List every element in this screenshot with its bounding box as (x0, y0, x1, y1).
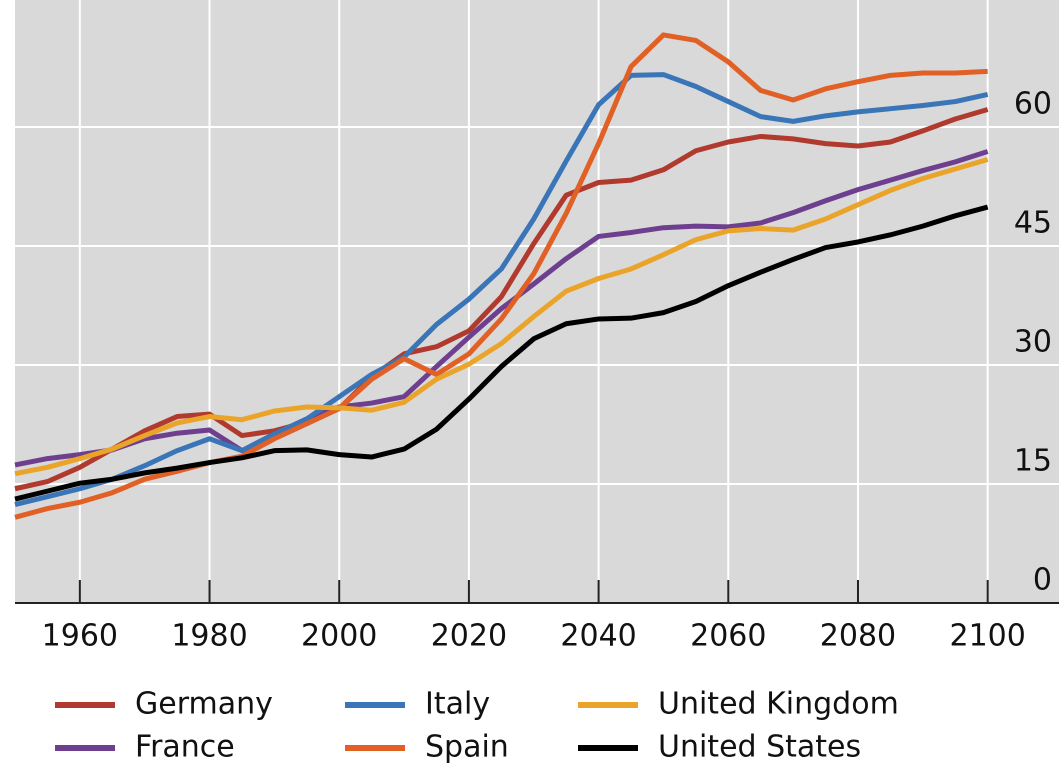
x-tick-label: 1980 (171, 619, 247, 654)
legend-label: Spain (425, 730, 509, 765)
x-tick-label: 2060 (690, 619, 766, 654)
x-tick-label: 2000 (301, 619, 377, 654)
x-tick-label: 2080 (820, 619, 896, 654)
y-tick-label: 15 (1014, 443, 1052, 478)
legend-label: Germany (135, 687, 273, 722)
series-line (14, 107, 989, 492)
legend-label: United States (658, 730, 861, 765)
x-tick-label: 1960 (42, 619, 118, 654)
series-line (14, 204, 989, 502)
series-line (14, 149, 989, 468)
y-tick-label: 45 (1014, 205, 1052, 240)
legend-label: Italy (425, 687, 490, 722)
x-tick-label: 2100 (949, 619, 1025, 654)
y-tick-label: 30 (1014, 324, 1052, 359)
x-tick-label: 2020 (431, 619, 507, 654)
legend-label: United Kingdom (658, 687, 899, 722)
y-tick-label: 0 (1033, 563, 1052, 598)
legend-label: France (135, 730, 235, 765)
series-line (14, 32, 988, 520)
series-line (14, 72, 989, 508)
plot-area (15, 0, 1059, 603)
y-tick-label: 60 (1014, 86, 1052, 121)
series-line (14, 157, 989, 477)
x-tick-label: 2040 (560, 619, 636, 654)
